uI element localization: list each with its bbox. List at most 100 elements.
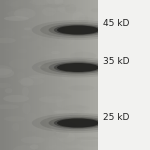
Text: 45 kD: 45 kD xyxy=(103,20,130,28)
Bar xyxy=(77,0,78,150)
Ellipse shape xyxy=(54,62,102,73)
Bar xyxy=(10,0,11,150)
Ellipse shape xyxy=(18,49,27,54)
Ellipse shape xyxy=(20,55,28,66)
Ellipse shape xyxy=(0,28,15,38)
Ellipse shape xyxy=(30,0,52,5)
Ellipse shape xyxy=(0,38,16,43)
Bar xyxy=(79,0,80,150)
Ellipse shape xyxy=(0,83,11,88)
Ellipse shape xyxy=(7,11,29,17)
Ellipse shape xyxy=(76,49,83,59)
Bar xyxy=(57,0,59,150)
Ellipse shape xyxy=(91,70,104,74)
Ellipse shape xyxy=(72,28,92,36)
Ellipse shape xyxy=(66,148,83,150)
Bar xyxy=(9,0,10,150)
Bar xyxy=(41,0,43,150)
Ellipse shape xyxy=(49,61,107,74)
Ellipse shape xyxy=(79,141,104,147)
Ellipse shape xyxy=(41,38,56,47)
Bar xyxy=(66,0,67,150)
Ellipse shape xyxy=(48,109,73,118)
Ellipse shape xyxy=(24,27,31,30)
Ellipse shape xyxy=(39,33,51,40)
Bar xyxy=(56,0,57,150)
Bar xyxy=(35,0,37,150)
Ellipse shape xyxy=(89,109,100,114)
Bar xyxy=(78,0,79,150)
Bar xyxy=(96,0,98,150)
Bar xyxy=(74,0,76,150)
Ellipse shape xyxy=(25,112,37,122)
Ellipse shape xyxy=(41,34,61,41)
Bar xyxy=(22,0,23,150)
Bar xyxy=(46,0,48,150)
Ellipse shape xyxy=(44,1,64,12)
Bar xyxy=(80,0,82,150)
Ellipse shape xyxy=(45,53,65,60)
Ellipse shape xyxy=(67,69,75,73)
Ellipse shape xyxy=(46,0,63,4)
Ellipse shape xyxy=(26,20,49,29)
Ellipse shape xyxy=(7,62,23,72)
Ellipse shape xyxy=(0,82,18,87)
Bar xyxy=(58,0,60,150)
Ellipse shape xyxy=(33,130,56,137)
Ellipse shape xyxy=(32,20,124,40)
Bar xyxy=(12,0,13,150)
Ellipse shape xyxy=(48,139,56,149)
Bar xyxy=(28,0,29,150)
Ellipse shape xyxy=(69,113,82,117)
Ellipse shape xyxy=(40,59,116,76)
Ellipse shape xyxy=(72,12,85,22)
Ellipse shape xyxy=(4,116,25,122)
Ellipse shape xyxy=(64,116,71,125)
Ellipse shape xyxy=(66,106,86,109)
Bar xyxy=(44,0,45,150)
Ellipse shape xyxy=(49,24,107,36)
Bar xyxy=(32,0,33,150)
Ellipse shape xyxy=(22,103,31,114)
Bar xyxy=(0,0,1,150)
Ellipse shape xyxy=(54,118,102,128)
Ellipse shape xyxy=(21,35,32,39)
Ellipse shape xyxy=(47,36,70,46)
Bar xyxy=(51,0,52,150)
Bar xyxy=(21,0,22,150)
Bar xyxy=(76,0,77,150)
Ellipse shape xyxy=(51,122,77,134)
Ellipse shape xyxy=(4,48,31,52)
Bar xyxy=(17,0,18,150)
Bar xyxy=(90,0,91,150)
Ellipse shape xyxy=(61,110,85,114)
Ellipse shape xyxy=(0,104,19,109)
Bar xyxy=(37,0,38,150)
Ellipse shape xyxy=(39,96,65,103)
Ellipse shape xyxy=(45,145,64,150)
Ellipse shape xyxy=(63,105,89,111)
Ellipse shape xyxy=(48,112,54,119)
Bar xyxy=(50,0,51,150)
Ellipse shape xyxy=(12,123,20,131)
Ellipse shape xyxy=(29,75,45,78)
Bar xyxy=(69,0,71,150)
Ellipse shape xyxy=(17,72,25,80)
Ellipse shape xyxy=(61,73,72,81)
Bar xyxy=(71,0,72,150)
Bar xyxy=(93,0,94,150)
Ellipse shape xyxy=(20,78,34,87)
Bar xyxy=(23,0,24,150)
Bar xyxy=(98,0,150,150)
Bar xyxy=(95,0,96,150)
Ellipse shape xyxy=(59,34,75,45)
Ellipse shape xyxy=(65,4,76,14)
Ellipse shape xyxy=(7,106,14,114)
Ellipse shape xyxy=(50,121,65,133)
Bar xyxy=(6,0,7,150)
Bar xyxy=(24,0,26,150)
Bar xyxy=(55,0,56,150)
Ellipse shape xyxy=(54,70,69,73)
Bar xyxy=(26,0,27,150)
Ellipse shape xyxy=(40,103,57,115)
